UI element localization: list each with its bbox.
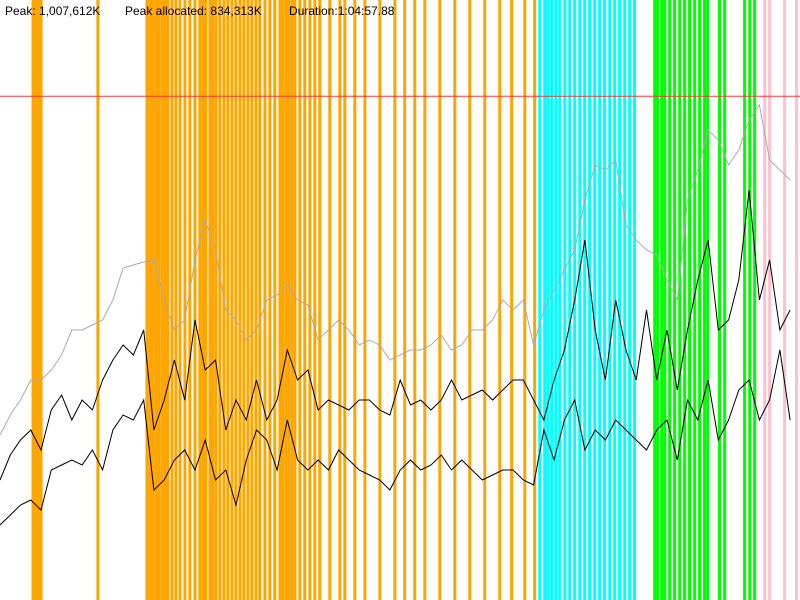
series-line [0,189,791,481]
peak-allocated-label: Peak allocated: 834,313K [125,4,262,18]
event-layer [31,0,799,600]
series-line [0,103,791,436]
line-layer [0,95,800,526]
peak-label: Peak: 1,007,612K [5,4,100,18]
series-line [0,349,791,526]
duration-label: Duration:1:04:57.88 [289,4,395,18]
